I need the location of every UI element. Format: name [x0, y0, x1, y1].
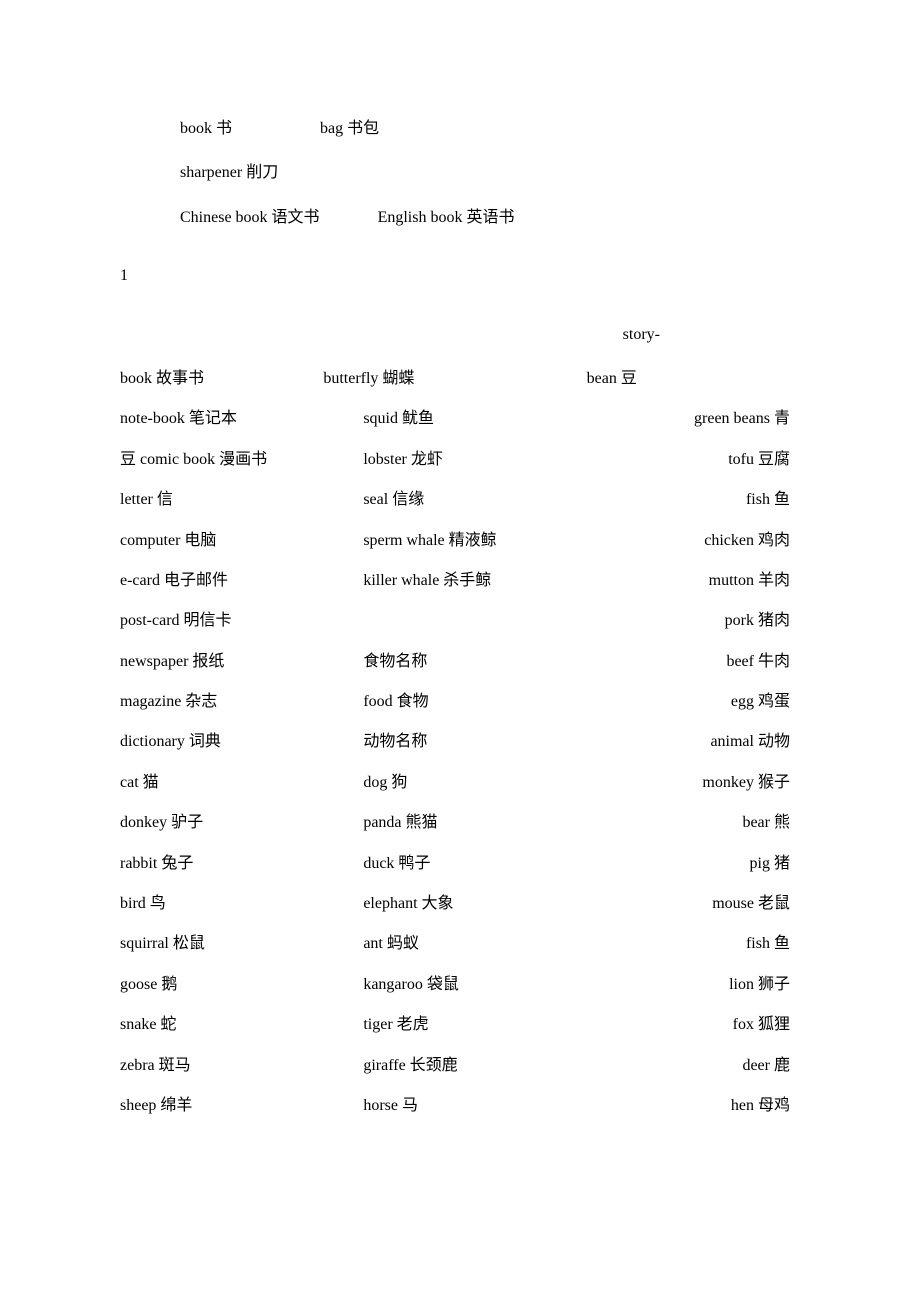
vocab-cell-center: 动物名称 — [333, 723, 576, 761]
vocab-cell-center: panda 熊猫 — [333, 804, 576, 842]
vocab-cell-right: monkey 猴子 — [577, 764, 800, 802]
vocab-row: zebra 斑马giraffe 长颈鹿deer 鹿 — [120, 1047, 800, 1085]
vocab-cell-right: deer 鹿 — [577, 1047, 800, 1085]
vocab-row: rabbit 兔子duck 鸭子pig 猪 — [120, 845, 800, 883]
document-page: book 书 bag 书包 sharpener 削刀 Chinese book … — [0, 0, 920, 1187]
vocab-cell-left: goose 鹅 — [120, 966, 333, 1004]
entry-bean: bean 豆 — [587, 370, 637, 387]
vocab-cell-right: bear 熊 — [577, 804, 800, 842]
vocab-row: 豆 comic book 漫画书lobster 龙虾tofu 豆腐 — [120, 441, 800, 479]
vocab-cell-right: chicken 鸡肉 — [577, 522, 800, 560]
vocab-cell-left: post-card 明信卡 — [120, 602, 333, 640]
vocab-cell-left: cat 猫 — [120, 764, 333, 802]
vocab-table: note-book 笔记本squid 鱿鱼green beans 青豆 comi… — [120, 400, 800, 1125]
vocab-row: letter 信seal 信缘fish 鱼 — [120, 481, 800, 519]
vocab-cell-center: tiger 老虎 — [333, 1006, 576, 1044]
vocab-cell-right: animal 动物 — [577, 723, 800, 761]
vocab-row: goose 鹅kangaroo 袋鼠lion 狮子 — [120, 966, 800, 1004]
vocab-cell-right: pork 猪肉 — [577, 602, 800, 640]
vocab-cell-center: seal 信缘 — [333, 481, 576, 519]
vocab-cell-right: green beans 青 — [577, 400, 800, 438]
vocab-cell-left: computer 电脑 — [120, 522, 333, 560]
vocab-cell-left: donkey 驴子 — [120, 804, 333, 842]
vocab-row: post-card 明信卡 pork 猪肉 — [120, 602, 800, 640]
story-prefix: story- — [623, 326, 660, 343]
vocab-cell-center: ant 蚂蚁 — [333, 925, 576, 963]
vocab-cell-left: note-book 笔记本 — [120, 400, 333, 438]
vocab-row: snake 蛇tiger 老虎fox 狐狸 — [120, 1006, 800, 1044]
vocab-cell-left: snake 蛇 — [120, 1006, 333, 1044]
vocab-row: e-card 电子邮件killer whale 杀手鲸mutton 羊肉 — [120, 562, 800, 600]
vocab-cell-right: mouse 老鼠 — [577, 885, 800, 923]
vocab-row: cat 猫dog 狗monkey 猴子 — [120, 764, 800, 802]
vocab-line-1: book 书 bag 书包 — [120, 110, 800, 148]
vocab-cell-right: fish 鱼 — [577, 481, 800, 519]
entry-storybook: book 故事书 — [120, 370, 204, 387]
vocab-row: donkey 驴子panda 熊猫bear 熊 — [120, 804, 800, 842]
vocab-cell-right: fish 鱼 — [577, 925, 800, 963]
entry-butterfly: butterfly 蝴蝶 — [323, 370, 414, 387]
entry-english-book: English book 英语书 — [378, 209, 515, 226]
vocab-row: bird 鸟elephant 大象mouse 老鼠 — [120, 885, 800, 923]
vocab-row: dictionary 词典动物名称animal 动物 — [120, 723, 800, 761]
vocab-cell-left: rabbit 兔子 — [120, 845, 333, 883]
vocab-cell-center: sperm whale 精液鲸 — [333, 522, 576, 560]
vocab-cell-left: bird 鸟 — [120, 885, 333, 923]
vocab-cell-center: kangaroo 袋鼠 — [333, 966, 576, 1004]
vocab-row: computer 电脑sperm whale 精液鲸chicken 鸡肉 — [120, 522, 800, 560]
vocab-cell-right: pig 猪 — [577, 845, 800, 883]
vocab-cell-left: dictionary 词典 — [120, 723, 333, 761]
vocab-cell-center: food 食物 — [333, 683, 576, 721]
vocab-cell-left: e-card 电子邮件 — [120, 562, 333, 600]
page-number: 1 — [120, 257, 800, 295]
vocab-cell-center: dog 狗 — [333, 764, 576, 802]
vocab-row: squirral 松鼠ant 蚂蚁fish 鱼 — [120, 925, 800, 963]
vocab-cell-center: 食物名称 — [333, 643, 576, 681]
vocab-cell-left: 豆 comic book 漫画书 — [120, 441, 333, 479]
vocab-cell-left: magazine 杂志 — [120, 683, 333, 721]
vocab-cell-center: giraffe 长颈鹿 — [333, 1047, 576, 1085]
entry-bag: bag 书包 — [320, 120, 379, 137]
entry-sharpener: sharpener 削刀 — [180, 164, 278, 181]
entry-book: book 书 — [180, 120, 232, 137]
vocab-cell-center: squid 鱿鱼 — [333, 400, 576, 438]
vocab-row-wrap: book 故事书 butterfly 蝴蝶 bean 豆 — [120, 360, 800, 398]
vocab-cell-center: elephant 大象 — [333, 885, 576, 923]
vocab-cell-center: duck 鸭子 — [333, 845, 576, 883]
story-prefix-line: story- — [120, 316, 800, 354]
vocab-cell-right: fox 狐狸 — [577, 1006, 800, 1044]
vocab-line-2: sharpener 削刀 — [120, 154, 800, 192]
vocab-cell-center: killer whale 杀手鲸 — [333, 562, 576, 600]
vocab-cell-center: lobster 龙虾 — [333, 441, 576, 479]
vocab-row: magazine 杂志food 食物egg 鸡蛋 — [120, 683, 800, 721]
vocab-cell-center: horse 马 — [333, 1087, 576, 1125]
vocab-cell-center — [333, 602, 576, 640]
vocab-cell-right: hen 母鸡 — [577, 1087, 800, 1125]
vocab-cell-right: mutton 羊肉 — [577, 562, 800, 600]
vocab-line-3: Chinese book 语文书 English book 英语书 — [120, 199, 800, 237]
vocab-cell-right: egg 鸡蛋 — [577, 683, 800, 721]
vocab-cell-right: beef 牛肉 — [577, 643, 800, 681]
vocab-row: note-book 笔记本squid 鱿鱼green beans 青 — [120, 400, 800, 438]
vocab-row: sheep 绵羊horse 马hen 母鸡 — [120, 1087, 800, 1125]
vocab-cell-left: newspaper 报纸 — [120, 643, 333, 681]
vocab-cell-left: zebra 斑马 — [120, 1047, 333, 1085]
vocab-row: newspaper 报纸食物名称beef 牛肉 — [120, 643, 800, 681]
vocab-cell-left: squirral 松鼠 — [120, 925, 333, 963]
vocab-cell-left: sheep 绵羊 — [120, 1087, 333, 1125]
vocab-cell-right: tofu 豆腐 — [577, 441, 800, 479]
vocab-cell-left: letter 信 — [120, 481, 333, 519]
vocab-cell-right: lion 狮子 — [577, 966, 800, 1004]
entry-chinese-book: Chinese book 语文书 — [180, 209, 320, 226]
